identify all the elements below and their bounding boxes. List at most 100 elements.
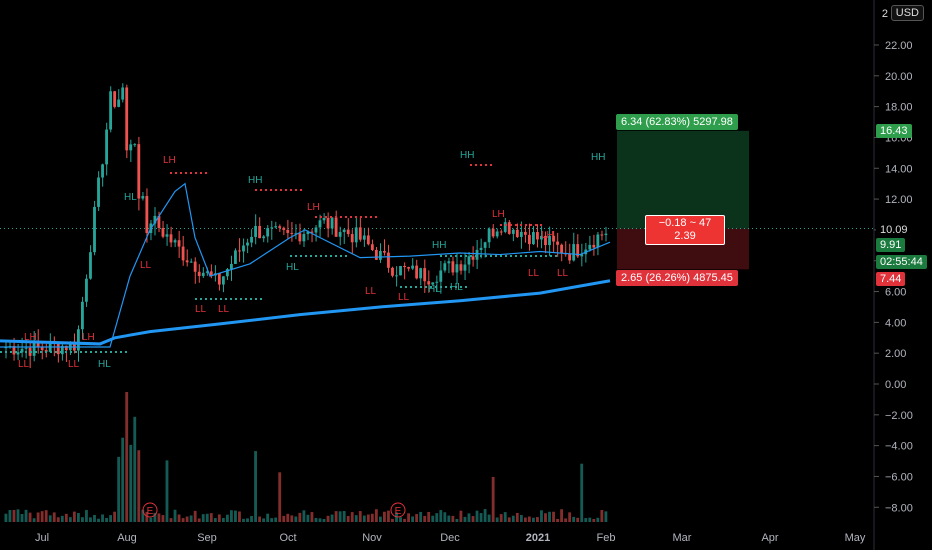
volume-bar: [515, 512, 519, 522]
profit-target-label[interactable]: 6.34 (62.83%) 5297.98: [616, 114, 738, 130]
candle-body: [97, 177, 100, 207]
volume-bar: [560, 509, 564, 522]
candle-body: [580, 254, 584, 257]
volume-bar: [225, 514, 229, 522]
candle-body: [298, 233, 302, 242]
volume-bar: [250, 516, 253, 522]
candle-body: [399, 265, 402, 276]
volume-bar: [270, 518, 274, 522]
volume-bar: [302, 510, 306, 522]
volume-bar: [72, 511, 76, 522]
volume-bar: [278, 472, 282, 522]
volume-bar: [326, 515, 330, 522]
currency-button[interactable]: USD: [890, 5, 924, 21]
volume-bar: [584, 518, 588, 522]
volume-bar: [56, 517, 60, 522]
volume-bar: [64, 513, 68, 522]
candle-body: [173, 240, 177, 243]
volume-bar: [246, 518, 249, 522]
volume-bar: [536, 517, 539, 522]
candle-body: [391, 267, 394, 276]
candle-body: [415, 265, 419, 279]
candle-body: [552, 235, 555, 242]
candle-body: [205, 271, 209, 273]
candle-body: [330, 217, 334, 229]
volume-bar: [173, 509, 177, 522]
candle-body: [439, 270, 443, 282]
candle-body: [387, 252, 390, 268]
volume-bar: [391, 518, 394, 522]
candle-body: [129, 144, 133, 151]
candle-body: [209, 271, 213, 276]
candle-body: [36, 341, 40, 347]
candle-body: [181, 246, 185, 261]
volume-bar: [354, 515, 358, 522]
candle-body: [463, 264, 467, 271]
pivot-label: LH: [492, 209, 505, 220]
volume-bar: [24, 509, 28, 522]
candle-body: [467, 256, 471, 265]
volume-bar: [133, 416, 137, 522]
candle-body: [604, 233, 608, 236]
volume-bar: [415, 514, 419, 522]
volume-bar: [383, 511, 386, 522]
time-tick-label: Feb: [597, 532, 616, 544]
pivot-label: HH: [591, 152, 605, 163]
volume-bar: [511, 515, 515, 522]
volume-bar: [254, 451, 257, 522]
volume-bar: [209, 513, 213, 522]
target-price-badge: 16.43: [876, 124, 912, 138]
stop-loss-label[interactable]: 2.65 (26.26%) 4875.45: [616, 270, 738, 286]
candle-body: [254, 225, 257, 237]
candle-body: [262, 236, 266, 239]
volume-bar: [330, 514, 334, 522]
volume-bar: [411, 516, 415, 522]
volume-bar: [201, 514, 205, 522]
pivot-label: HL: [98, 359, 111, 370]
volume-bar: [185, 516, 189, 522]
candle-body: [189, 261, 193, 263]
position-center-box[interactable]: −0.18 ~ 47 2.39: [645, 215, 725, 245]
volume-bar: [274, 517, 278, 522]
time-axis[interactable]: Jul Aug Sep Oct Nov Dec 2021 Feb Mar Apr May: [35, 532, 866, 544]
volume-bar: [4, 513, 8, 522]
candle-body: [383, 251, 386, 253]
candle-body: [40, 346, 44, 351]
candle-body: [266, 228, 270, 237]
volume-bar: [350, 512, 354, 522]
pivot-label: LL: [528, 268, 540, 279]
pivot-label: LL: [557, 268, 569, 279]
candle-body: [354, 227, 358, 243]
candle-body: [76, 329, 80, 351]
candle-body: [531, 232, 535, 245]
candle-body: [310, 231, 314, 233]
candle-body: [24, 347, 28, 349]
volume-bar: [177, 514, 181, 522]
candle-body: [374, 249, 378, 260]
candle-body: [556, 241, 559, 245]
candle-body: [378, 251, 382, 260]
candle-body: [105, 129, 108, 165]
entry-price-badge: 10.09: [876, 223, 912, 237]
volume-bar: [40, 511, 44, 522]
volume-bar: [68, 517, 72, 522]
volume-bar: [266, 513, 270, 522]
candle-body: [423, 268, 427, 282]
pivot-label: HH: [432, 240, 446, 251]
candle-body: [101, 164, 104, 178]
volume-bar: [471, 516, 475, 522]
volume-bar: [427, 511, 431, 522]
candle-body: [56, 343, 60, 355]
volume-bar: [28, 512, 32, 522]
volume-bar: [455, 518, 459, 522]
price-tick-label: 14.00: [885, 163, 913, 175]
volume-bar: [145, 511, 149, 522]
volume-bar: [217, 514, 221, 522]
candle-body: [515, 229, 519, 237]
candle-body: [109, 91, 113, 130]
profit-zone: [617, 130, 749, 229]
volume-bar: [169, 518, 173, 522]
pivot-label: LL: [398, 292, 410, 303]
pivot-label: HL: [428, 284, 441, 295]
